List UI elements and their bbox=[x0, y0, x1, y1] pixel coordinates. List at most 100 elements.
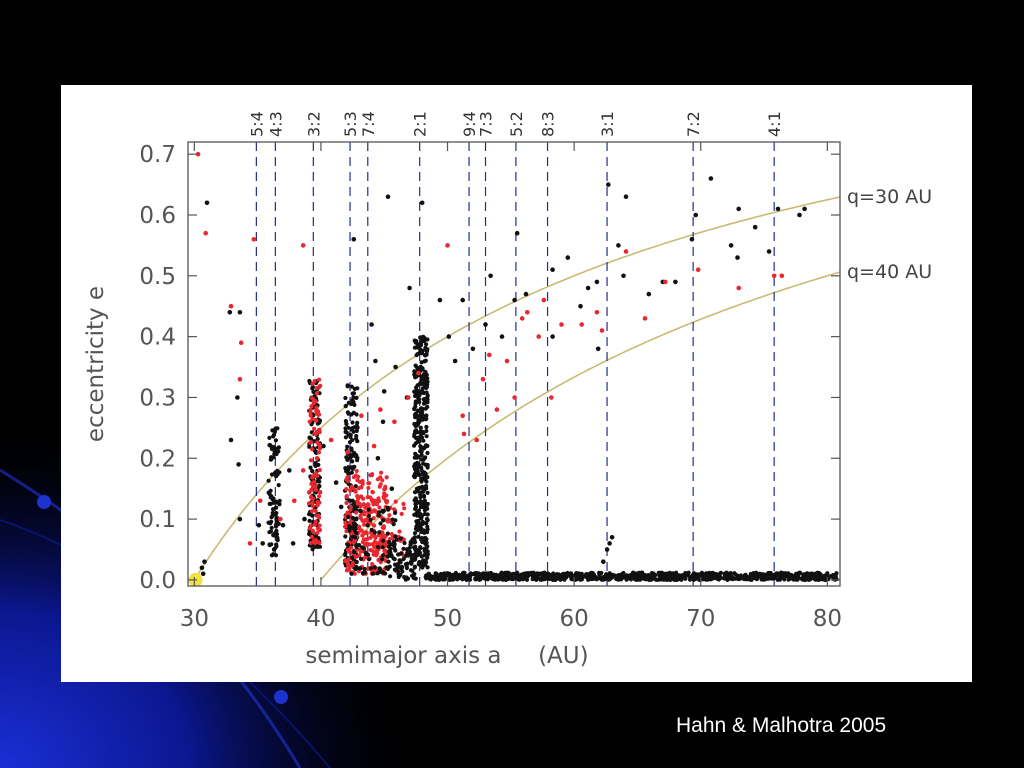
data-point-black bbox=[615, 575, 620, 580]
data-point-red bbox=[360, 540, 365, 545]
data-point-black bbox=[422, 339, 427, 344]
x-tick-label: 40 bbox=[306, 606, 335, 632]
data-point-black bbox=[353, 567, 358, 572]
data-point-black bbox=[686, 573, 691, 578]
data-point-black bbox=[782, 577, 787, 582]
data-point-black bbox=[412, 412, 418, 417]
data-point-black bbox=[413, 451, 418, 456]
data-point-black bbox=[578, 303, 583, 309]
data-point-red bbox=[237, 376, 243, 382]
data-point-red bbox=[310, 416, 315, 422]
data-point-black bbox=[425, 524, 430, 529]
data-point-black bbox=[420, 471, 425, 476]
data-point-black bbox=[274, 528, 279, 533]
data-point-black bbox=[759, 576, 765, 581]
data-point-red bbox=[372, 523, 377, 528]
data-point-black bbox=[766, 249, 772, 254]
data-point-red bbox=[311, 484, 316, 489]
data-point-black bbox=[418, 425, 423, 430]
y-tick-label: 0.6 bbox=[139, 203, 176, 229]
data-point-black bbox=[514, 571, 519, 576]
data-point-black bbox=[273, 446, 278, 452]
data-point-black bbox=[358, 509, 363, 514]
data-point-black bbox=[771, 575, 776, 580]
data-point-black bbox=[355, 386, 360, 391]
data-point-red bbox=[695, 267, 701, 272]
data-point-black bbox=[625, 573, 630, 578]
data-point-black bbox=[423, 397, 428, 402]
data-point-black bbox=[665, 576, 670, 581]
data-point-black bbox=[269, 446, 274, 451]
data-point-black bbox=[654, 577, 659, 582]
data-point-black bbox=[424, 428, 429, 434]
data-point-black bbox=[343, 395, 348, 401]
data-point-black bbox=[352, 505, 357, 510]
data-point-black bbox=[607, 541, 612, 546]
data-point-black bbox=[712, 571, 717, 576]
data-point-red bbox=[525, 310, 530, 315]
y-tick-label: 0.7 bbox=[139, 142, 176, 168]
data-point-red bbox=[372, 544, 377, 549]
data-point-black bbox=[421, 431, 426, 436]
data-point-black bbox=[463, 573, 468, 578]
data-point-black bbox=[275, 538, 280, 543]
data-point-black bbox=[676, 573, 682, 578]
data-point-red bbox=[369, 473, 374, 478]
data-point-black bbox=[738, 573, 744, 578]
data-point-black bbox=[354, 436, 359, 441]
data-point-black bbox=[800, 577, 805, 582]
data-point-black bbox=[525, 571, 531, 576]
data-point-red bbox=[771, 273, 777, 279]
data-point-black bbox=[735, 255, 740, 260]
data-point-black bbox=[736, 206, 741, 212]
data-point-black bbox=[425, 393, 430, 398]
data-point-black bbox=[674, 577, 679, 582]
data-point-red bbox=[353, 489, 358, 494]
data-point-black bbox=[419, 335, 424, 340]
data-point-black bbox=[350, 466, 355, 471]
data-point-black bbox=[389, 553, 394, 558]
data-point-black bbox=[352, 425, 357, 430]
data-point-black bbox=[550, 334, 555, 339]
data-point-black bbox=[236, 462, 241, 467]
data-point-black bbox=[601, 559, 606, 564]
data-point-black bbox=[752, 224, 758, 230]
data-point-black bbox=[277, 498, 282, 503]
data-point-black bbox=[386, 559, 391, 564]
data-point-black bbox=[604, 547, 610, 552]
data-point-black bbox=[276, 521, 281, 526]
data-point-red bbox=[314, 456, 320, 461]
data-point-red bbox=[317, 490, 322, 495]
data-point-black bbox=[387, 540, 392, 545]
data-point-black bbox=[523, 291, 529, 297]
data-point-red bbox=[311, 397, 316, 402]
data-point-black bbox=[200, 571, 206, 577]
data-point-black bbox=[274, 542, 279, 547]
data-point-black bbox=[414, 353, 419, 358]
data-point-red bbox=[366, 485, 371, 491]
data-point-black bbox=[309, 436, 314, 442]
data-point-red bbox=[309, 534, 315, 539]
data-point-red bbox=[377, 505, 382, 510]
data-point-black bbox=[412, 552, 417, 557]
data-point-black bbox=[420, 565, 425, 570]
data-point-black bbox=[424, 521, 429, 526]
data-point-black bbox=[317, 479, 322, 484]
data-point-red bbox=[736, 285, 741, 291]
data-point-red bbox=[387, 513, 392, 518]
data-point-black bbox=[312, 544, 318, 549]
data-point-black bbox=[509, 574, 514, 579]
data-point-black bbox=[361, 546, 366, 551]
data-point-red bbox=[541, 297, 547, 303]
data-point-black bbox=[424, 540, 429, 545]
data-point-black bbox=[646, 291, 652, 297]
data-point-black bbox=[425, 512, 430, 517]
data-point-red bbox=[360, 481, 365, 486]
data-point-black bbox=[637, 570, 642, 575]
data-point-red bbox=[309, 404, 314, 409]
data-point-black bbox=[413, 547, 418, 552]
data-point-red bbox=[378, 482, 383, 487]
data-point-black bbox=[755, 573, 760, 578]
data-point-black bbox=[423, 502, 428, 507]
data-point-black bbox=[354, 517, 359, 522]
